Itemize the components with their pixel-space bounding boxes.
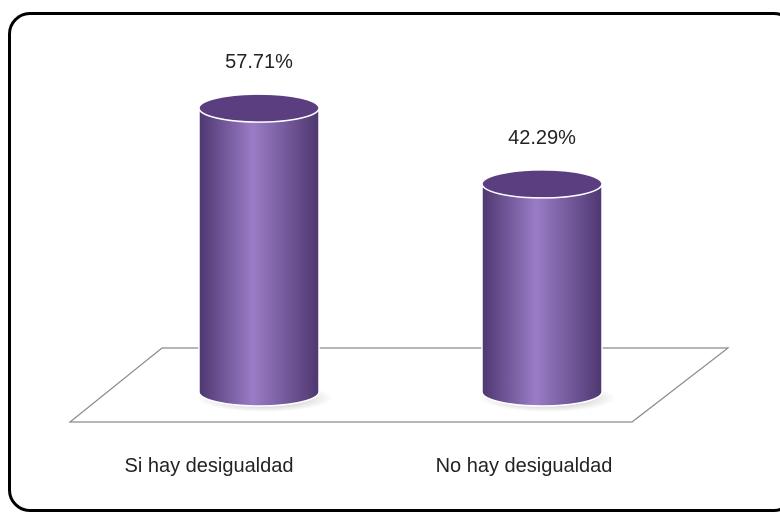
bar-top-0 [198, 93, 320, 123]
bar-1 [481, 183, 603, 407]
category-label-1: No hay desigualdad [436, 455, 613, 477]
data-label-1: 42.29% [508, 127, 576, 149]
chart-floor [68, 347, 730, 423]
bar-0 [198, 107, 320, 407]
category-label-0: Si hay desigualdad [124, 455, 293, 477]
bar-top-1 [481, 169, 603, 199]
data-label-0: 57.71% [225, 51, 293, 73]
chart-frame [8, 12, 780, 512]
